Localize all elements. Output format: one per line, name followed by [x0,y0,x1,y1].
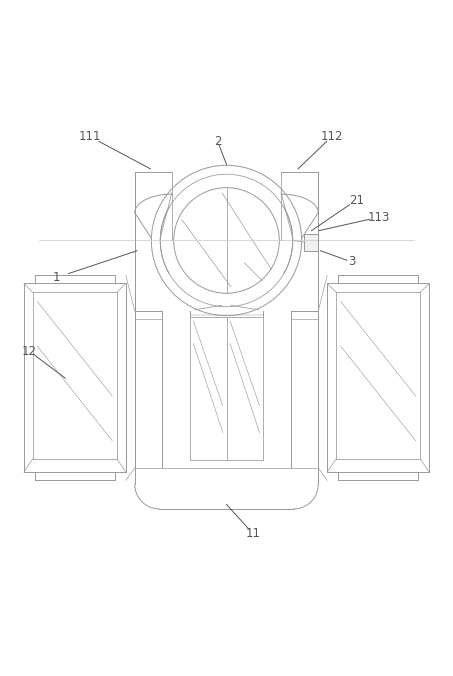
Text: 11: 11 [246,527,261,541]
Text: 21: 21 [349,194,364,207]
Text: 12: 12 [22,345,37,358]
Bar [304,234,318,251]
Text: 2: 2 [214,135,222,147]
Text: 1: 1 [53,271,60,284]
Text: 111: 111 [79,130,101,143]
Text: 112: 112 [320,130,343,143]
Text: 113: 113 [367,211,390,224]
Text: 3: 3 [348,256,356,268]
